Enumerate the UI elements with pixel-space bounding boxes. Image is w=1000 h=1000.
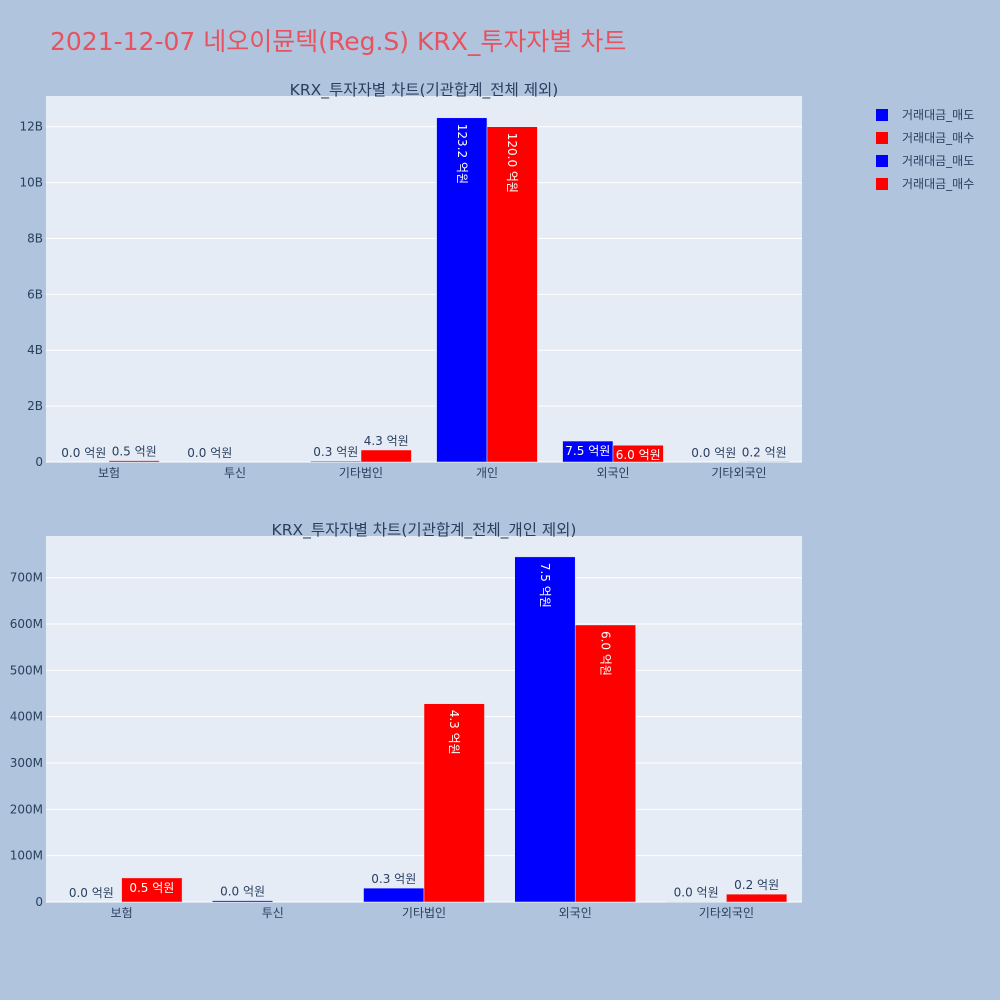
legend-label: 거래대금_매수: [902, 177, 975, 191]
x-tick-label: 보험: [98, 466, 120, 480]
data-label: 0.3 억원: [313, 445, 358, 459]
bar: [726, 893, 788, 903]
y-tick-label: 2B: [27, 399, 43, 413]
data-label: 0.0 억원: [220, 885, 265, 899]
y-tick-label: 10B: [19, 176, 43, 190]
bar: [574, 624, 636, 903]
data-label: 4.3 억원: [364, 434, 409, 448]
y-tick-label: 100M: [10, 849, 43, 863]
chart-top: 0 2B 4B 6B 8B 10B 12B KRX_투자자별 차트(기관합계_전체 제외) 보험…: [19, 81, 802, 480]
legend-swatch: [876, 131, 888, 144]
data-label: 6.0 억원: [616, 448, 661, 462]
y-tick-label: 12B: [19, 120, 43, 134]
data-label: 6.0 억원: [598, 631, 612, 676]
y-tick-label: 6B: [27, 287, 43, 301]
data-label: 123.2 억원: [455, 124, 469, 184]
x-tick-label: 외국인: [596, 466, 629, 480]
plot-area: [46, 96, 802, 462]
bar: [514, 556, 576, 903]
y-tick-label: 8B: [27, 231, 43, 245]
data-label: 0.2 억원: [742, 445, 787, 459]
bar: [108, 460, 160, 463]
legend-label: 거래대금_매도: [902, 154, 975, 168]
data-label: 0.5 억원: [129, 881, 174, 895]
y-tick-label: 0: [35, 455, 43, 469]
bar: [612, 444, 664, 463]
chart-title: KRX_투자자별 차트(기관합계_전체_개인 제외): [272, 521, 577, 540]
data-label: 7.5 억원: [538, 563, 552, 608]
legend-item[interactable]: 거래대금_매수: [876, 172, 974, 195]
bar: [436, 117, 488, 463]
legend-item[interactable]: 거래대금_매도: [876, 103, 974, 126]
x-tick-label: 기타외국인: [699, 906, 754, 920]
data-label: 0.0 억원: [691, 446, 736, 460]
y-tick-label: 400M: [10, 710, 43, 724]
bar: [738, 461, 790, 463]
data-label: 4.3 억원: [447, 710, 461, 755]
y-tick-label: 0: [35, 895, 43, 909]
x-tick-label: 기타외국인: [711, 466, 766, 480]
data-label: 7.5 억원: [565, 444, 610, 458]
y-tick-label: 700M: [10, 571, 43, 585]
data-label: 0.0 억원: [674, 886, 719, 900]
legend[interactable]: 거래대금_매도 거래대금_매수 거래대금_매도 거래대금_매수: [876, 103, 974, 195]
data-label: 120.0 억원: [505, 133, 519, 193]
data-label: 0.0 억원: [61, 446, 106, 460]
bar: [121, 877, 183, 903]
legend-swatch: [876, 108, 888, 121]
data-label: 0.3 억원: [371, 872, 416, 886]
data-label: 0.2 억원: [734, 878, 779, 892]
bar: [423, 703, 485, 903]
legend-label: 거래대금_매도: [902, 108, 975, 122]
y-tick-label: 500M: [10, 663, 43, 677]
data-label: 0.0 억원: [187, 446, 232, 460]
data-label: 0.0 억원: [69, 886, 114, 900]
chart-title: KRX_투자자별 차트(기관합계_전체 제외): [290, 81, 559, 100]
legend-item[interactable]: 거래대금_매도: [876, 149, 974, 172]
bar: [212, 900, 274, 903]
bar: [360, 449, 412, 463]
y-tick-label: 600M: [10, 617, 43, 631]
x-tick-label: 기타법인: [339, 466, 383, 480]
y-tick-label: 200M: [10, 802, 43, 816]
x-tick-label: 투신: [262, 906, 284, 920]
legend-item[interactable]: 거래대금_매수: [876, 126, 974, 149]
bar: [363, 887, 425, 903]
legend-label: 거래대금_매수: [902, 131, 975, 145]
page-title: 2021-12-07 네오이뮨텍(Reg.S) KRX_투자자별 차트: [50, 27, 627, 56]
x-tick-label: 개인: [476, 466, 498, 480]
legend-swatch: [876, 154, 888, 167]
data-label: 0.5 억원: [112, 445, 157, 459]
x-tick-label: 투신: [224, 466, 246, 480]
legend-swatch: [876, 177, 888, 190]
y-tick-label: 300M: [10, 756, 43, 770]
x-tick-label: 기타법인: [402, 906, 446, 920]
x-tick-label: 외국인: [559, 906, 592, 920]
y-tick-label: 4B: [27, 343, 43, 357]
x-tick-label: 보험: [111, 906, 133, 920]
bar: [486, 126, 538, 463]
